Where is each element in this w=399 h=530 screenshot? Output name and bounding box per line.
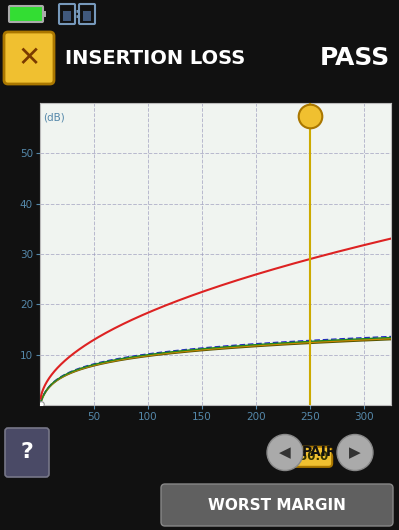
Text: 250.0: 250.0 [291, 450, 329, 463]
Text: INSERTION LOSS:: INSERTION LOSS: [58, 437, 187, 449]
Circle shape [267, 435, 303, 471]
Text: PAIR: PAIR [302, 446, 338, 460]
Text: Margin:: Margin: [58, 456, 116, 470]
Circle shape [337, 435, 373, 471]
Bar [83, 11, 91, 21]
Text: INSERTION LOSS: INSERTION LOSS [65, 49, 245, 67]
Text: ◀: ◀ [279, 445, 291, 460]
FancyBboxPatch shape [161, 484, 393, 526]
Text: 9.3 dB: 9.3 dB [185, 437, 233, 449]
Text: PASS: PASS [320, 46, 390, 70]
Text: ✕: ✕ [18, 44, 41, 72]
FancyBboxPatch shape [9, 6, 43, 22]
Text: :: : [74, 7, 80, 21]
Text: ?: ? [21, 443, 34, 463]
Text: WORST MARGIN: WORST MARGIN [208, 498, 346, 513]
FancyBboxPatch shape [4, 32, 54, 84]
Bar [42, 11, 46, 17]
Bar [63, 11, 71, 21]
Text: (MHz): (MHz) [398, 429, 399, 439]
Text: ▶: ▶ [349, 445, 361, 460]
Text: (dB): (dB) [43, 112, 65, 122]
Text: 21.8 dB: 21.8 dB [185, 456, 242, 470]
FancyBboxPatch shape [5, 428, 49, 477]
